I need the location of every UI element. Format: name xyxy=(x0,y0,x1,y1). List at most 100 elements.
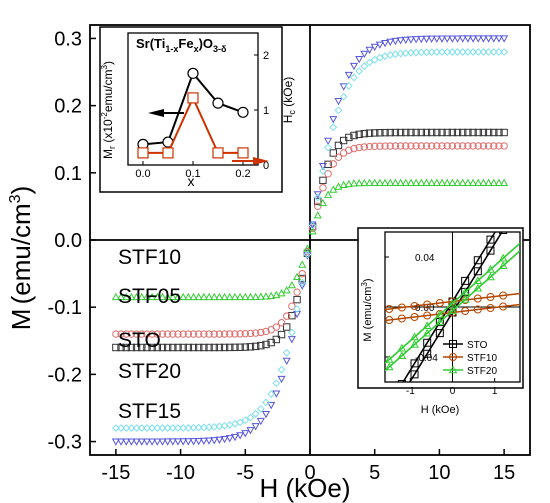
svg-text:M (emu/cm3): M (emu/cm3) xyxy=(6,186,40,331)
inset2-x-label: H (kOe) xyxy=(421,404,460,416)
inset2-point-sto xyxy=(398,392,405,399)
main-y-tick-label: 0.3 xyxy=(54,28,82,50)
inset1-point-mr xyxy=(212,97,224,109)
series-point-stf20 xyxy=(153,424,162,432)
series-point-stf05 xyxy=(386,142,394,150)
main-x-axis-label: H (kOe) xyxy=(260,473,351,503)
series-point-stf15 xyxy=(334,98,343,106)
inset1-yl-a: M xyxy=(101,149,115,159)
series-stf15 xyxy=(111,35,509,446)
series-point-stf05 xyxy=(402,142,410,150)
series-point-stf10 xyxy=(437,178,447,186)
inset2-branch-stf10 xyxy=(385,292,520,311)
inset2-point-stf10 xyxy=(397,314,406,323)
series-point-stf20 xyxy=(277,365,286,374)
inset2-point-sto xyxy=(500,216,507,223)
series-point-stf05 xyxy=(210,330,218,338)
series-point-sto xyxy=(412,128,420,137)
series-point-stf05 xyxy=(371,142,379,150)
series-point-sto xyxy=(231,343,239,352)
series-point-stf15 xyxy=(168,438,177,446)
series-point-sto xyxy=(484,128,493,137)
series-point-sto xyxy=(272,335,281,344)
series-point-stf10 xyxy=(220,292,229,301)
series-point-stf20 xyxy=(344,82,353,90)
label-stf20: STF20 xyxy=(118,360,181,383)
inset1-yl-sup2: 3 xyxy=(100,64,109,69)
series-point-sto xyxy=(112,343,120,352)
series-point-stf05 xyxy=(288,302,296,310)
inset1-series-mr xyxy=(137,67,249,150)
series-point-sto xyxy=(360,129,369,138)
series-point-stf05 xyxy=(417,142,425,150)
series-point-stf10 xyxy=(272,290,281,299)
series-point-stf05 xyxy=(391,142,400,150)
inset1-x-label: x xyxy=(188,173,195,189)
inset2-point-stf20 xyxy=(435,317,445,326)
inset1-y-left-label: Mr (x10-2emu/cm3) xyxy=(100,61,117,159)
series-point-stf05 xyxy=(153,330,161,338)
series-point-stf10 xyxy=(489,178,498,186)
series-point-stf20 xyxy=(111,424,120,433)
series-point-stf15 xyxy=(184,438,193,446)
series-point-stf20 xyxy=(463,47,472,56)
series-point-stf10 xyxy=(406,178,415,186)
inset2-y-a: M (emu/cm xyxy=(362,287,374,342)
series-point-stf10 xyxy=(111,292,120,301)
series-point-sto xyxy=(469,128,477,137)
series-point-stf20 xyxy=(267,390,276,398)
series-point-stf10 xyxy=(494,178,503,186)
series-point-sto xyxy=(226,343,234,352)
series-point-sto xyxy=(350,131,358,140)
series-point-stf05 xyxy=(422,142,431,150)
inset1-point-hc xyxy=(137,147,149,159)
series-point-stf10 xyxy=(339,180,348,189)
series-point-sto xyxy=(443,128,451,137)
series-point-stf20 xyxy=(417,48,426,57)
label-sto: STO xyxy=(118,329,161,352)
series-point-stf20 xyxy=(189,423,198,432)
series-point-stf05 xyxy=(407,142,415,150)
inset1-x-tick-label: 0.2 xyxy=(235,168,250,180)
series-point-sto xyxy=(143,343,151,352)
series-point-stf10 xyxy=(251,292,260,300)
inset1-point-hc xyxy=(212,147,224,159)
inset2-point-stf20 xyxy=(448,306,457,315)
inset2-point-sto xyxy=(486,235,495,244)
series-point-stf15 xyxy=(437,35,447,43)
series-point-stf20 xyxy=(313,193,322,202)
series-point-stf05 xyxy=(293,288,301,296)
series-point-stf10 xyxy=(293,272,302,280)
svg-text:M (emu/cm3): M (emu/cm3) xyxy=(360,278,374,341)
series-point-stf10 xyxy=(122,292,131,301)
inset2-point-stf10 xyxy=(473,294,482,303)
inset1-y-tick-label: 2 xyxy=(263,50,269,62)
series-point-stf05 xyxy=(324,170,332,178)
inset2-point-sto xyxy=(386,401,393,408)
series-point-stf20 xyxy=(474,47,483,56)
series-point-stf10 xyxy=(148,292,157,301)
series-point-stf15 xyxy=(117,438,126,446)
series-point-sto xyxy=(298,274,306,283)
series-point-stf15 xyxy=(448,35,457,43)
svg-text:Mr (x10-2emu/cm3): Mr (x10-2emu/cm3) xyxy=(100,61,117,159)
series-point-sto xyxy=(241,343,249,351)
series-point-stf05 xyxy=(350,144,358,153)
inset1-x-tick-label: 0.1 xyxy=(185,168,200,180)
inset2-y-label: M (emu/cm3) xyxy=(360,278,374,341)
inset2-branch-stf20 xyxy=(385,250,520,372)
series-point-stf10 xyxy=(261,292,271,300)
series-point-stf05 xyxy=(163,330,172,338)
series-point-stf05 xyxy=(200,330,208,338)
series-point-stf20 xyxy=(293,305,301,313)
inset2-legend-marker xyxy=(449,353,457,361)
series-point-stf20 xyxy=(355,67,364,75)
series-point-stf10 xyxy=(324,190,333,198)
inset2-point-stf10 xyxy=(448,308,457,317)
series-point-stf20 xyxy=(262,398,270,407)
main-y-axis-label: M (emu/cm3) xyxy=(6,186,40,331)
series-point-stf20 xyxy=(256,405,265,413)
series-point-sto xyxy=(495,128,503,137)
series-point-stf05 xyxy=(132,330,141,338)
inset1-yr-sub: c xyxy=(287,110,297,115)
